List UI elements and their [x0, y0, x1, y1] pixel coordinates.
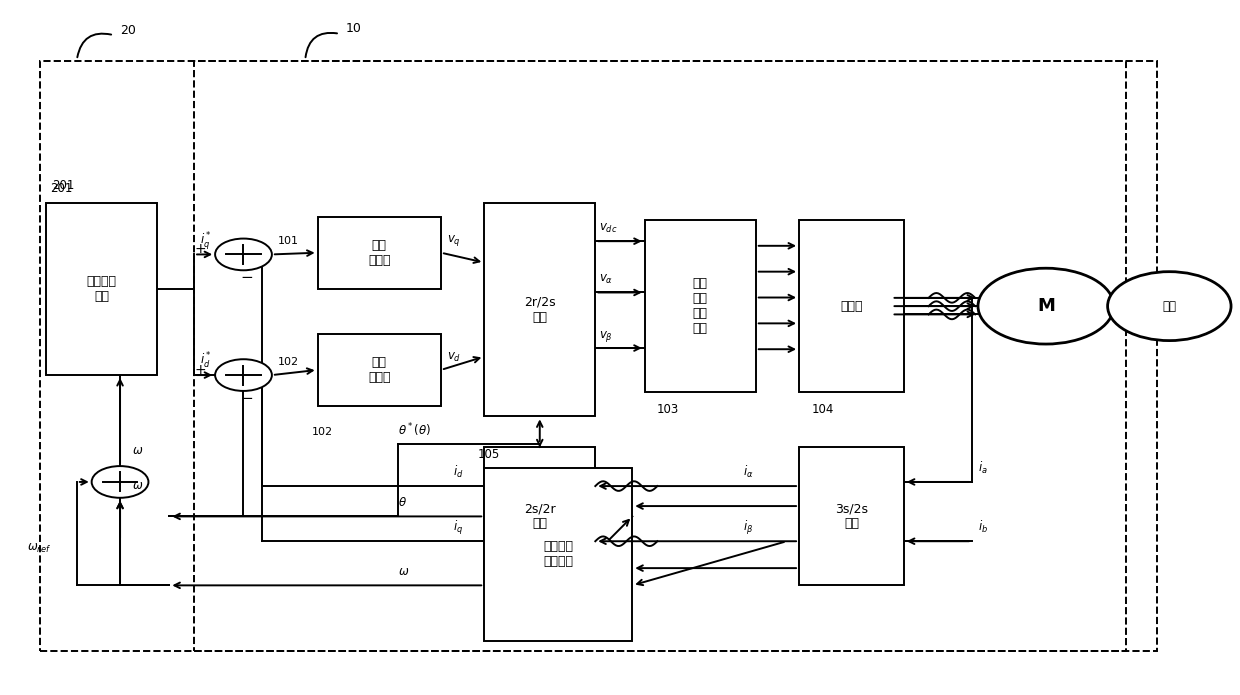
Circle shape — [1107, 272, 1231, 341]
Text: 10: 10 — [346, 22, 362, 35]
Text: 2s/2r
变换: 2s/2r 变换 — [525, 502, 556, 530]
Text: 104: 104 — [811, 403, 833, 416]
Text: $i_b$: $i_b$ — [978, 519, 988, 535]
Text: 电流
调节器: 电流 调节器 — [368, 238, 391, 267]
Text: 101: 101 — [278, 236, 299, 246]
Circle shape — [978, 268, 1114, 344]
Text: $\theta^*(\theta)$: $\theta^*(\theta)$ — [398, 421, 430, 439]
Text: $v_\beta$: $v_\beta$ — [599, 329, 613, 344]
Text: $\omega$: $\omega$ — [398, 565, 409, 578]
Bar — [46, 203, 157, 375]
Text: 102: 102 — [278, 357, 299, 367]
Text: $v_d$: $v_d$ — [448, 350, 461, 363]
Circle shape — [215, 238, 272, 270]
Text: $v_{dc}$: $v_{dc}$ — [599, 222, 618, 235]
Text: $\omega$: $\omega$ — [133, 444, 144, 457]
Text: $i_a$: $i_a$ — [978, 459, 988, 475]
Text: $i_q$: $i_q$ — [454, 519, 464, 537]
Bar — [484, 468, 632, 641]
Text: 20: 20 — [120, 24, 136, 37]
Bar — [645, 220, 756, 392]
Text: 105: 105 — [479, 448, 500, 461]
Text: $i_\beta$: $i_\beta$ — [744, 519, 754, 537]
Text: $\omega_{ref}$: $\omega_{ref}$ — [27, 542, 52, 555]
Text: M: M — [1037, 297, 1055, 315]
Bar — [195, 61, 1126, 651]
Text: +: + — [195, 363, 206, 377]
Text: 103: 103 — [657, 403, 680, 416]
Text: 电流
调节器: 电流 调节器 — [368, 356, 391, 384]
Text: 201: 201 — [52, 179, 74, 192]
Text: −: − — [241, 391, 253, 406]
Text: $\theta$: $\theta$ — [398, 496, 407, 509]
Text: 逆变器: 逆变器 — [841, 300, 863, 313]
Bar — [484, 203, 595, 416]
Bar — [317, 217, 441, 289]
Text: 3s/2s
变换: 3s/2s 变换 — [835, 502, 868, 530]
Circle shape — [92, 466, 149, 498]
Text: $i_\alpha$: $i_\alpha$ — [744, 464, 754, 480]
Text: $i_d$: $i_d$ — [454, 464, 464, 480]
Text: $v_\alpha$: $v_\alpha$ — [599, 273, 614, 286]
Text: 负载: 负载 — [1162, 300, 1177, 313]
Text: $v_q$: $v_q$ — [448, 234, 461, 248]
Text: 201: 201 — [50, 181, 72, 195]
Text: 驱动
信号
生成
模块: 驱动 信号 生成 模块 — [693, 277, 708, 335]
Bar — [799, 220, 904, 392]
Text: +: + — [195, 242, 206, 256]
Bar — [484, 448, 595, 585]
Bar — [799, 448, 904, 585]
Text: $i_q^*$: $i_q^*$ — [201, 230, 212, 252]
Text: $i_d^*$: $i_d^*$ — [201, 351, 212, 371]
Bar — [40, 61, 1157, 651]
Text: 2r/2s
变换: 2r/2s 变换 — [525, 295, 556, 324]
Circle shape — [215, 359, 272, 391]
Text: $\omega$: $\omega$ — [133, 479, 144, 492]
Text: 电机参数
获取模块: 电机参数 获取模块 — [543, 540, 573, 569]
Text: −: − — [241, 270, 253, 286]
Text: 速度控制
模块: 速度控制 模块 — [87, 275, 117, 303]
Bar — [317, 334, 441, 406]
Text: 102: 102 — [311, 427, 332, 437]
